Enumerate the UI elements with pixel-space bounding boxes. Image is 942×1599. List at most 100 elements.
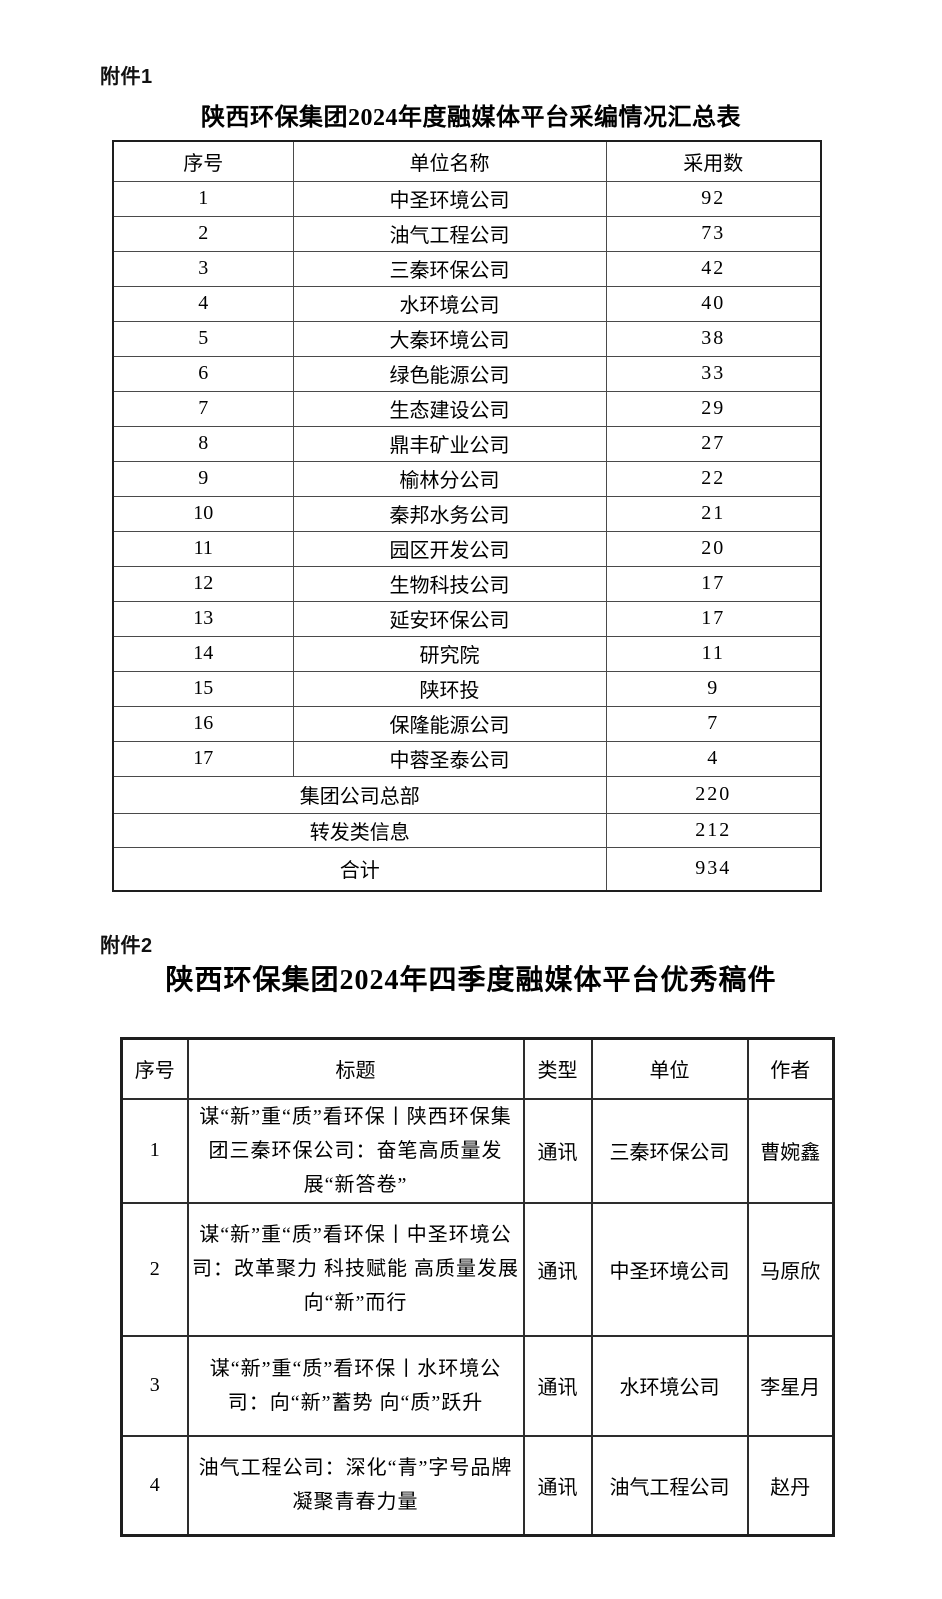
cell-no: 17 [112, 740, 294, 777]
cell-unit: 水环境公司 [590, 1334, 749, 1437]
cell-no: 15 [112, 670, 294, 707]
table-row: 17 中蓉圣泰公司 4 [112, 740, 822, 777]
table-row: 8 鼎丰矿业公司 27 [112, 425, 822, 462]
column-header-no: 序号 [112, 140, 294, 182]
cell-adopt-count: 38 [605, 320, 822, 357]
cell-unit-name: 三秦环保公司 [292, 250, 607, 287]
cell-article-title: 谋“新”重“质”看环保丨中圣环境公司：改革聚力 科技赋能 高质量发展向“新”而行 [186, 1201, 525, 1337]
column-header-no: 序号 [120, 1037, 189, 1100]
cell-unit: 油气工程公司 [590, 1434, 749, 1537]
cell-unit-name: 秦邦水务公司 [292, 495, 607, 532]
cell-unit-name: 研究院 [292, 635, 607, 672]
summary-value: 934 [605, 846, 822, 892]
table-row: 7 生态建设公司 29 [112, 390, 822, 427]
cell-unit-name: 陕环投 [292, 670, 607, 707]
table-header-row: 序号 单位名称 采用数 [112, 140, 822, 182]
cell-no: 7 [112, 390, 294, 427]
summary-row-forwarded: 转发类信息 212 [112, 812, 822, 848]
cell-no: 13 [112, 600, 294, 637]
attachment1-title: 陕西环保集团2024年度融媒体平台采编情况汇总表 [201, 105, 741, 131]
cell-adopt-count: 9 [605, 670, 822, 707]
cell-no: 14 [112, 635, 294, 672]
table-row: 4 水环境公司 40 [112, 285, 822, 322]
table-row: 15 陕环投 9 [112, 670, 822, 707]
cell-unit-name: 保隆能源公司 [292, 705, 607, 742]
cell-unit-name: 延安环保公司 [292, 600, 607, 637]
table-row: 12 生物科技公司 17 [112, 565, 822, 602]
cell-unit-name: 大秦环境公司 [292, 320, 607, 357]
table-row: 16 保隆能源公司 7 [112, 705, 822, 742]
summary-table: 序号 单位名称 采用数 1 中圣环境公司 9 2 2 油气工程公司 73 3 三秦… [112, 140, 822, 892]
cell-type: 通讯 [522, 1434, 593, 1537]
attachment1-label: 附件1 [100, 66, 153, 88]
excellent-articles-table: 序号 标题 类型 单位 作者 1 谋“新”重“质”看环保丨陕西环保集团三秦环保公… [120, 1037, 835, 1537]
cell-no: 2 [120, 1201, 189, 1337]
table-row: 4 油气工程公司：深化“青”字号品牌 凝聚青春力量 通讯 油气工程公司 赵丹 [120, 1434, 835, 1537]
cell-type: 通讯 [522, 1201, 593, 1337]
cell-adopt-count: 40 [605, 285, 822, 322]
cell-author: 赵丹 [746, 1434, 835, 1537]
cell-adopt-count: 21 [605, 495, 822, 532]
table-row: 2 谋“新”重“质”看环保丨中圣环境公司：改革聚力 科技赋能 高质量发展向“新”… [120, 1201, 835, 1337]
cell-no: 12 [112, 565, 294, 602]
cell-unit-name: 鼎丰矿业公司 [292, 425, 607, 462]
cell-no: 10 [112, 495, 294, 532]
table-row: 11 园区开发公司 20 [112, 530, 822, 567]
cell-unit-name: 生物科技公司 [292, 565, 607, 602]
table-row: 3 三秦环保公司 42 [112, 250, 822, 287]
summary-row-total: 合计 934 [112, 846, 822, 892]
cell-no: 1 [112, 180, 294, 217]
cell-adopt-count: 17 [605, 600, 822, 637]
cell-author: 马原欣 [746, 1201, 835, 1337]
cell-adopt-count: 22 [605, 460, 822, 497]
cell-author: 李星月 [746, 1334, 835, 1437]
cell-adopt-count: 73 [605, 215, 822, 252]
cell-adopt-count: 29 [605, 390, 822, 427]
table-row: 5 大秦环境公司 38 [112, 320, 822, 357]
cell-no: 4 [120, 1434, 189, 1537]
cell-unit-name: 中蓉圣泰公司 [292, 740, 607, 777]
cell-article-title: 谋“新”重“质”看环保丨陕西环保集团三秦环保公司：奋笔高质量发展“新答卷” [186, 1097, 525, 1204]
attachment2-label: 附件2 [100, 935, 153, 957]
cell-type: 通讯 [522, 1097, 593, 1204]
cell-unit-name: 生态建设公司 [292, 390, 607, 427]
summary-label: 合计 [112, 846, 607, 892]
column-header-author: 作者 [746, 1037, 835, 1100]
cell-no: 2 [112, 215, 294, 252]
cell-no: 6 [112, 355, 294, 392]
column-header-type: 类型 [522, 1037, 593, 1100]
summary-row-headquarters: 集团公司总部 220 [112, 775, 822, 814]
cell-unit-name: 中圣环境公司 [292, 180, 607, 217]
table-row: 3 谋“新”重“质”看环保丨水环境公司：向“新”蓄势 向“质”跃升 通讯 水环境… [120, 1334, 835, 1437]
summary-value: 212 [605, 812, 822, 848]
table-row: 10 秦邦水务公司 21 [112, 495, 822, 532]
cell-adopt-count: 42 [605, 250, 822, 287]
cell-unit: 三秦环保公司 [590, 1097, 749, 1204]
table-row: 13 延安环保公司 17 [112, 600, 822, 637]
cell-unit-name: 园区开发公司 [292, 530, 607, 567]
column-header-title: 标题 [186, 1037, 525, 1100]
column-header-unit-name: 单位名称 [292, 140, 607, 182]
cell-no: 3 [120, 1334, 189, 1437]
cell-type: 通讯 [522, 1334, 593, 1437]
cell-adopt-count: 17 [605, 565, 822, 602]
table-row: 2 油气工程公司 73 [112, 215, 822, 252]
cell-unit-name: 油气工程公司 [292, 215, 607, 252]
cell-no: 4 [112, 285, 294, 322]
cell-adopt-count: 20 [605, 530, 822, 567]
cell-unit: 中圣环境公司 [590, 1201, 749, 1337]
cell-adopt-count: 27 [605, 425, 822, 462]
cell-article-title: 油气工程公司：深化“青”字号品牌 凝聚青春力量 [186, 1434, 525, 1537]
table-header-row: 序号 标题 类型 单位 作者 [120, 1037, 835, 1100]
cell-no: 3 [112, 250, 294, 287]
cell-adopt-count: 11 [605, 635, 822, 672]
table-row: 9 榆林分公司 22 [112, 460, 822, 497]
cell-article-title: 谋“新”重“质”看环保丨水环境公司：向“新”蓄势 向“质”跃升 [186, 1334, 525, 1437]
summary-label: 集团公司总部 [112, 775, 607, 814]
cell-adopt-count: 33 [605, 355, 822, 392]
table-row: 1 谋“新”重“质”看环保丨陕西环保集团三秦环保公司：奋笔高质量发展“新答卷” … [120, 1097, 835, 1204]
cell-no: 11 [112, 530, 294, 567]
cell-no: 9 [112, 460, 294, 497]
cell-unit-name: 绿色能源公司 [292, 355, 607, 392]
